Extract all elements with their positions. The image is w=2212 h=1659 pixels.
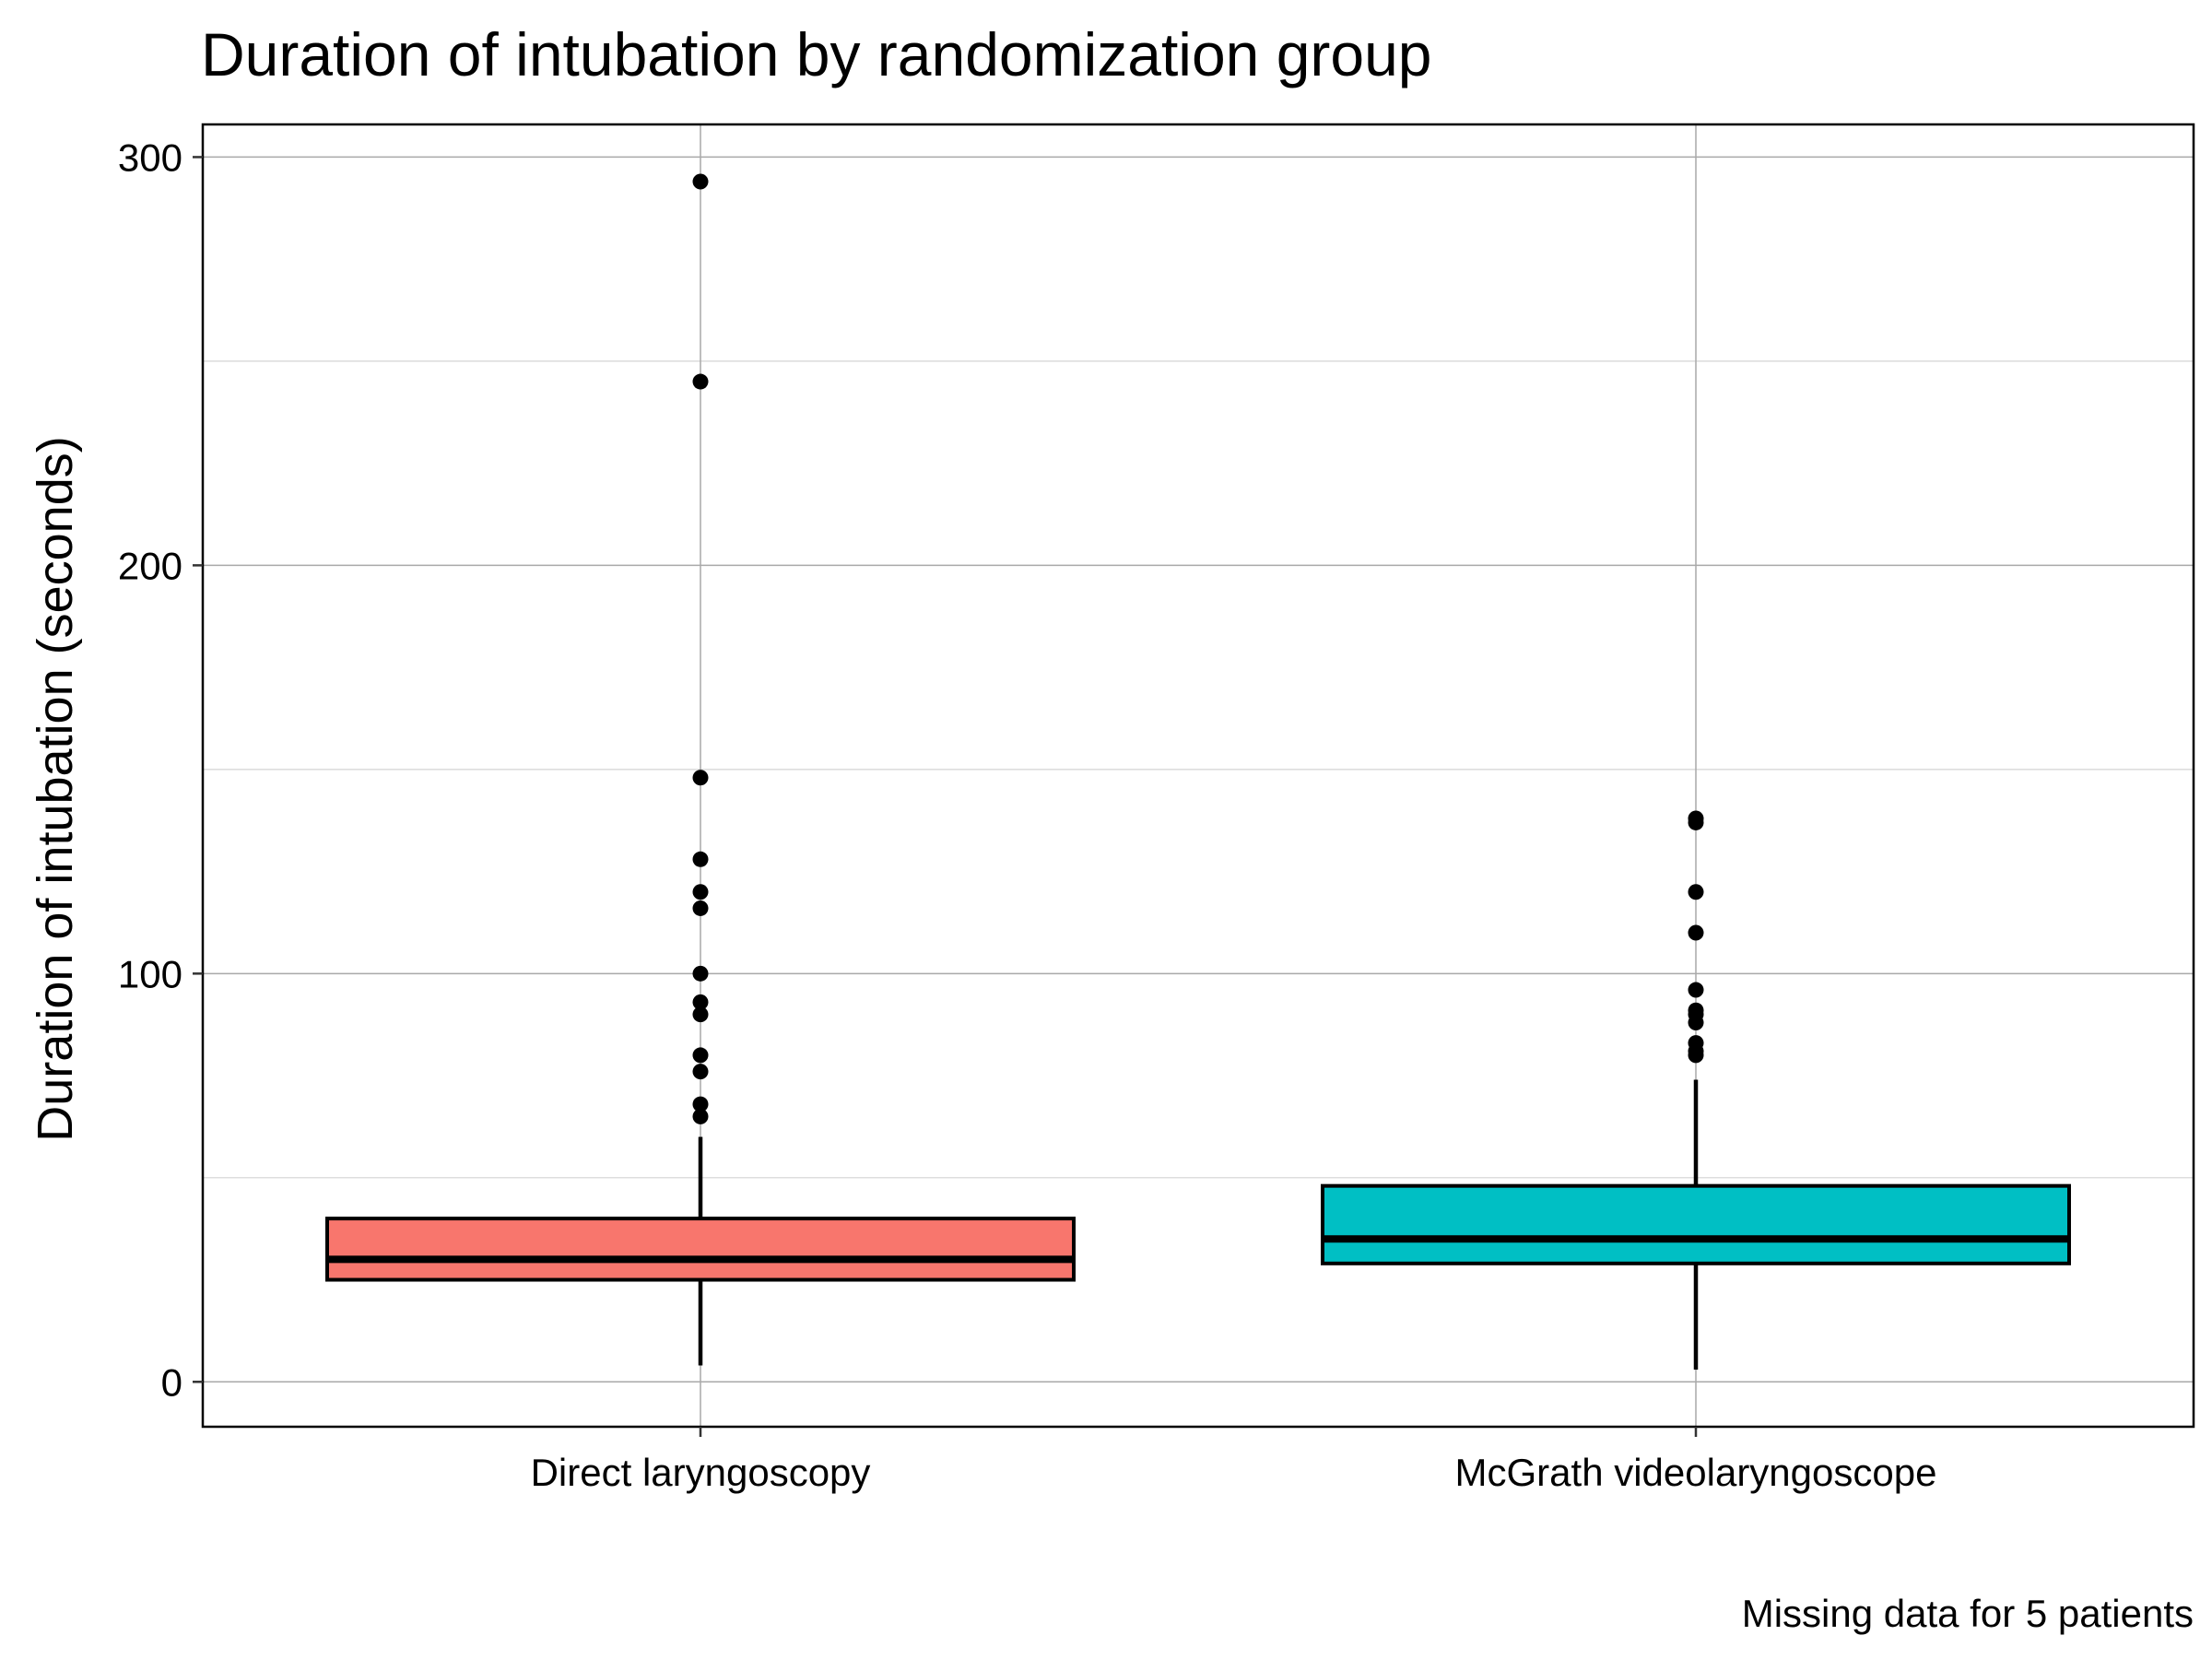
outlier-point [1688, 810, 1704, 827]
outlier-point [692, 1096, 709, 1112]
outlier-point [692, 770, 709, 786]
box-iqr [325, 1217, 1076, 1282]
outlier-point [1688, 1035, 1704, 1052]
outlier-point [692, 900, 709, 916]
outlier-point [1688, 982, 1704, 998]
outlier-point [692, 1108, 709, 1124]
chart-caption: Missing data for 5 patients [1742, 1592, 2194, 1635]
outlier-point [1688, 1002, 1704, 1018]
outlier-point [692, 965, 709, 982]
panel-border [201, 123, 2195, 1429]
axis-layer: 0 100 200 300 Direct laryngoscopy McGrath vid… [118, 123, 2195, 1494]
outlier-point [692, 173, 709, 190]
outlier-point [692, 994, 709, 1010]
grid-layer [203, 124, 2194, 1427]
outlier-point [692, 1006, 709, 1023]
chart-title: Duration of intubation by randomization … [201, 20, 1432, 88]
y-tick-label: 100 [118, 952, 182, 995]
box-iqr [1321, 1183, 2071, 1265]
y-tick-label: 300 [118, 135, 182, 179]
x-tick-label: Direct laryngoscopy [531, 1451, 871, 1494]
outlier-point [1688, 924, 1704, 941]
outlier-point [692, 1064, 709, 1080]
y-tick-label: 0 [161, 1360, 182, 1404]
outlier-point [692, 1047, 709, 1064]
outlier-point [692, 373, 709, 390]
outlier-point [692, 851, 709, 867]
outlier-point [1688, 884, 1704, 900]
outlier-point [692, 884, 709, 900]
x-tick-label: McGrath videolaryngoscope [1455, 1451, 1937, 1494]
y-tick-label: 200 [118, 544, 182, 587]
box-layer [325, 173, 2071, 1370]
y-axis-label: Duration of intubation (seconds) [28, 436, 83, 1141]
